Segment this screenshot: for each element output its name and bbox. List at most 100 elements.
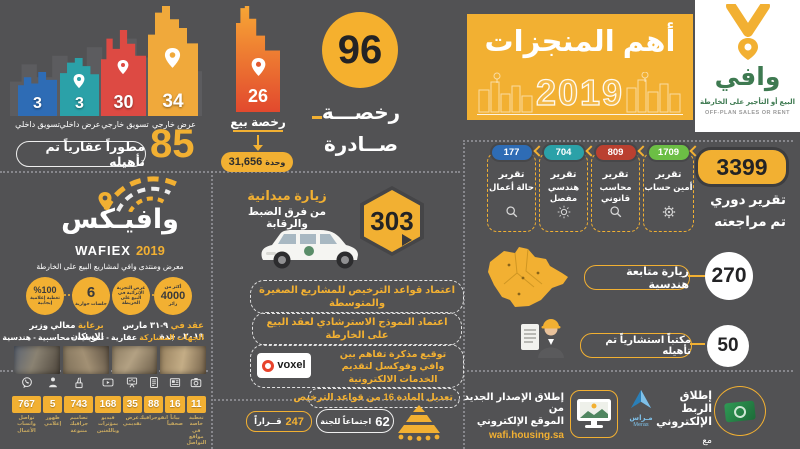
issued-licenses-value: 96 (337, 27, 383, 72)
meras-logo-en: Meras (633, 422, 649, 428)
report-label: تقرير (655, 169, 682, 180)
report-label-2: محاسب قانوني (599, 182, 632, 203)
issued-licenses-label-2: صــادرة (323, 134, 399, 156)
issued-licenses-circle: 96 (322, 12, 398, 88)
decision-item: تعديل المادة 16 من قواعد الترخيص (293, 388, 460, 409)
event-photos-strip (14, 346, 206, 374)
wafiex-swoosh-icon (100, 176, 182, 217)
tower-value: 3 (33, 95, 42, 112)
media-stat-label: تغطية خاصة في مواقع التواصل (186, 415, 207, 446)
media-stat-label: انفوجرافيك (139, 415, 168, 421)
reports-total-label-1: تقرير دوري (710, 192, 786, 207)
field-visits-label-accent: زيارة ميدانية (247, 188, 327, 203)
patronage-label: برعاية (77, 320, 104, 330)
media-stat-designs: 743 تصاميم جرافيك متنوعة (64, 376, 94, 437)
tower-external-marketing: 30 (101, 30, 146, 116)
consulting-offices-circle: 50 (707, 325, 749, 367)
badge-prefix: أكثر من (164, 284, 182, 290)
committee-decisions-pill: 247 قــراراً (246, 411, 312, 432)
engineer-icon (518, 312, 568, 367)
media-stat-value: 743 (64, 396, 94, 413)
document-icon (148, 376, 160, 394)
event-photo (111, 346, 158, 374)
tower-value: 30 (113, 92, 134, 112)
held-label: عقد في (170, 320, 204, 330)
meras-sail-icon (630, 389, 652, 409)
wafiex-logo-ar: وافيـكس (61, 204, 179, 234)
developers-total-label: مطوراً عقارياً تم تأهيله (16, 140, 146, 169)
media-stat-coverage: 11 تغطية خاصة في مواقع التواصل (186, 376, 207, 446)
decision-item: اعتماد النموذج الاسترشادي لعقد البيع على… (252, 312, 462, 346)
wafi-tagline-en: OFF-PLAN SALES OR RENT (705, 110, 790, 116)
website-badge (570, 390, 618, 438)
badge-value: 4000 (160, 289, 186, 302)
units-value: 31,656 (228, 156, 263, 168)
wafiex-logo-en: WAFIEX (75, 243, 131, 258)
wafi-tagline-ar: البيع أو التأجير على الخارطة (699, 99, 796, 106)
website-launch-text: إطلاق الإصدار الجديد من الموقع الإلكترون… (462, 392, 564, 441)
tower-label: عرض خارجي (152, 120, 196, 129)
media-stat-videos: 168 فيديو بمؤثرات وباللغتين (95, 376, 121, 437)
media-stats-row: 767 تواصل واتساب الأعمال 5 ظهور إعلامي 7… (12, 376, 207, 446)
connector-line (690, 343, 705, 345)
report-box-business-status: 177 تقرير حالة أعمال (487, 145, 536, 232)
card-emblem (733, 404, 747, 418)
developers-total-value: 85 (150, 122, 195, 166)
divider (463, 140, 465, 449)
camera-icon (190, 376, 202, 394)
header-underline (477, 113, 683, 115)
map-pin-icon (73, 74, 85, 94)
newspaper-icon (169, 376, 181, 394)
report-label: تقرير (602, 169, 629, 180)
media-stat-label: فيديو بمؤثرات وباللغتين (96, 415, 120, 434)
tower-label: عرض داخلي (59, 120, 101, 129)
presentation-icon (126, 376, 138, 394)
map-pin-icon (164, 48, 181, 74)
report-box-escrow: 1709 تقرير أمين حساب (643, 145, 694, 232)
participants-value: عقارية - تمويلية - محاسبية - هندسية - مس… (0, 333, 138, 342)
arrow-down-icon (257, 135, 259, 145)
media-stat-label: تواصل واتساب الأعمال (17, 415, 36, 434)
field-visits-value: 303 (370, 205, 414, 236)
units-pill: 31,656 وحدة (221, 152, 293, 172)
person-icon (47, 376, 59, 394)
tower-external-offers: 34 (148, 6, 198, 116)
report-label: تقرير (550, 169, 577, 180)
media-stat-presentations: 35 عرض تقديمي (122, 376, 142, 437)
report-label-2: هندسي مفصل (547, 182, 580, 203)
website-line2: الموقع الإلكتروني (476, 416, 564, 427)
event-photo (14, 346, 60, 374)
play-arrow-icon (402, 234, 412, 246)
report-count-badge: 704 (543, 145, 584, 160)
media-stat-whatsapp: 767 تواصل واتساب الأعمال (12, 376, 42, 437)
pens-icon (73, 376, 85, 394)
divider (0, 171, 460, 173)
dash-decoration (312, 116, 322, 119)
media-stat-infographics: 88 انفوجرافيك (139, 376, 168, 437)
patronage-info: برعاية معالي وزير الإسكان (18, 320, 104, 342)
media-stat-value: 16 (165, 396, 185, 413)
wafiex-participants-line: الجهات المشاركة عقارية - تمويلية - محاسب… (0, 333, 204, 342)
monitor-icon (577, 399, 611, 428)
engineering-visits-value: 270 (711, 264, 747, 287)
decisions-label: قــراراً (254, 416, 282, 426)
report-count-badge: 1709 (648, 145, 689, 160)
meras-line2: الإلكتروني (656, 416, 712, 428)
meras-prefix: مع (702, 435, 712, 445)
saudi-arabia-map (482, 242, 572, 321)
divider (214, 399, 460, 401)
media-stat-appearances: 5 ظهور إعلامي (43, 376, 63, 437)
reports-total-value: 3399 (716, 153, 768, 180)
meras-logo-ar: مـراس (629, 415, 653, 422)
divider (211, 171, 213, 449)
sale-license-label: رخصة بيع (230, 115, 286, 129)
event-photo (160, 346, 206, 374)
tower-label: تسويق داخلي (15, 120, 60, 129)
report-box-accountant: 809 تقرير محاسب قانوني (591, 145, 640, 232)
participants-label: الجهات المشاركة (139, 333, 204, 342)
held-info: عقد في ٩-٣١ مارس ٢٠١٩ - جدة (104, 320, 204, 342)
media-stat-label: بياناً صحفياً (167, 415, 183, 428)
voxel-wordmark: voxel (277, 359, 306, 372)
media-stat-value: 168 (95, 396, 121, 413)
